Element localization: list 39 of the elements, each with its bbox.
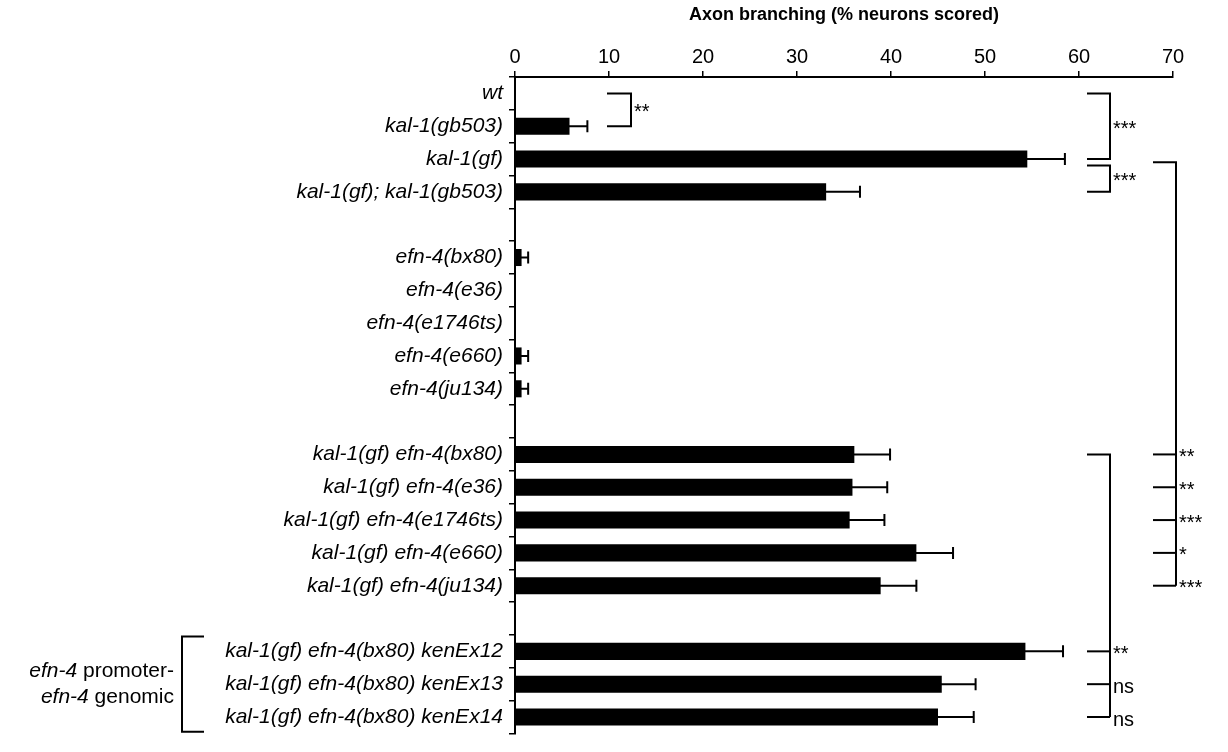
y-tick-label: kal-1(gf); kal-1(gb503) — [296, 178, 503, 202]
y-tick-label: kal-1(gf) efn-4(bx80) — [312, 441, 503, 465]
y-tick-label: kal-1(gf) efn-4(ju134) — [306, 572, 503, 596]
x-tick-label: 10 — [597, 44, 621, 67]
text: *** — [1179, 510, 1203, 533]
y-tick-label: efn-4(e660) — [394, 342, 503, 366]
annotation: *** — [1113, 116, 1137, 139]
text: ** — [1179, 444, 1195, 467]
annotation: ns — [1113, 674, 1135, 697]
y-tick-label: efn-4(bx80) — [395, 244, 503, 268]
y-tick-label: efn-4(e36) — [406, 277, 503, 301]
x-tick-label: 40 — [879, 44, 903, 67]
x-tick-label: 50 — [973, 44, 997, 67]
y-tick-label: kal-1(gb503) — [385, 113, 503, 137]
x-tick-label: 70 — [1161, 44, 1185, 67]
x-tick-label: 20 — [691, 44, 715, 67]
text: * — [1179, 543, 1187, 566]
y-tick-label: kal-1(gf) efn-4(e36) — [323, 474, 503, 498]
y-tick-label: kal-1(gf) efn-4(bx80) kenEx12 — [225, 638, 504, 662]
y-tick-label: kal-1(gf) efn-4(e1746ts) — [283, 506, 503, 530]
text: ** — [1179, 477, 1195, 500]
x-tick-label: 30 — [785, 44, 809, 67]
y-tick-label: efn-4(e1746ts) — [366, 309, 503, 333]
text: *** — [1179, 576, 1203, 599]
y-tick-label: kal-1(gf) efn-4(e660) — [311, 539, 503, 563]
annotation: ** — [1113, 641, 1129, 664]
y-tick-label: kal-1(gf) efn-4(bx80) kenEx14 — [225, 703, 503, 727]
x-axis-title: Axon branching (% neurons scored) — [688, 3, 1000, 24]
text: efn-4 promoter- — [29, 657, 175, 682]
text: efn-4 genomic — [40, 683, 175, 708]
annotation: *** — [1113, 169, 1137, 192]
x-tick-label: 0 — [509, 44, 521, 67]
annotation: ** — [634, 100, 650, 123]
y-tick-label: kal-1(gf) efn-4(bx80) kenEx13 — [225, 671, 504, 695]
y-tick-label: kal-1(gf) — [425, 145, 503, 169]
y-tick-label: efn-4(ju134) — [389, 375, 503, 399]
annotation: ns — [1113, 707, 1135, 730]
y-tick-label: wt — [482, 80, 505, 104]
x-tick-label: 60 — [1067, 44, 1091, 67]
